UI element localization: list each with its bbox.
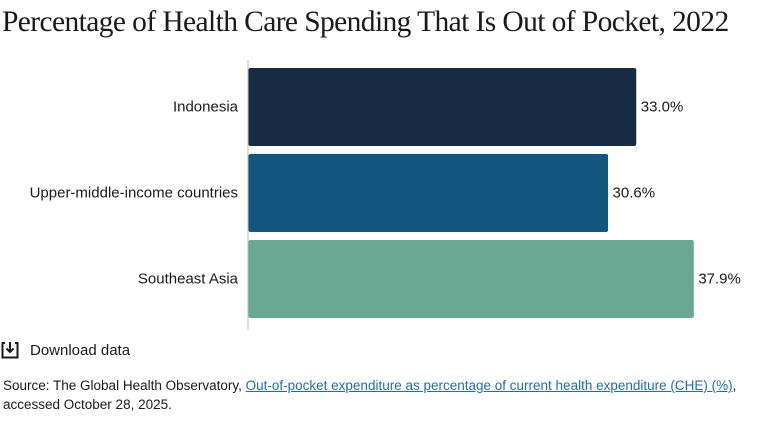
category-label-southeast-asia: Southeast Asia — [138, 271, 239, 288]
download-data-button[interactable]: Download data — [0, 340, 130, 360]
category-label-indonesia: Indonesia — [173, 99, 239, 116]
source-link[interactable]: Out-of-pocket expenditure as percentage … — [245, 378, 733, 393]
download-icon — [0, 340, 20, 360]
value-label-upper-middle-income-countries: 30.6% — [613, 185, 656, 202]
download-label: Download data — [30, 341, 131, 359]
category-label-upper-middle-income-countries: Upper-middle-income countries — [30, 185, 238, 202]
source-suffix: , accessed October 28, 2025. — [3, 378, 737, 412]
bar-southeast-asia — [248, 240, 694, 318]
bar-upper-middle-income-countries — [248, 154, 609, 232]
chart-title: Percentage of Health Care Spending That … — [2, 6, 729, 38]
labels-layer: Indonesia 33.0% Upper-middle-income countr… — [30, 99, 741, 288]
bar-indonesia — [248, 68, 637, 146]
value-label-southeast-asia: 37.9% — [698, 271, 741, 288]
source-prefix: Source: The Global Health Observatory, — [3, 378, 246, 393]
source-note: Source: The Global Health Observatory, O… — [3, 376, 775, 414]
value-label-indonesia: 33.0% — [641, 99, 684, 116]
bars-layer — [248, 68, 694, 318]
